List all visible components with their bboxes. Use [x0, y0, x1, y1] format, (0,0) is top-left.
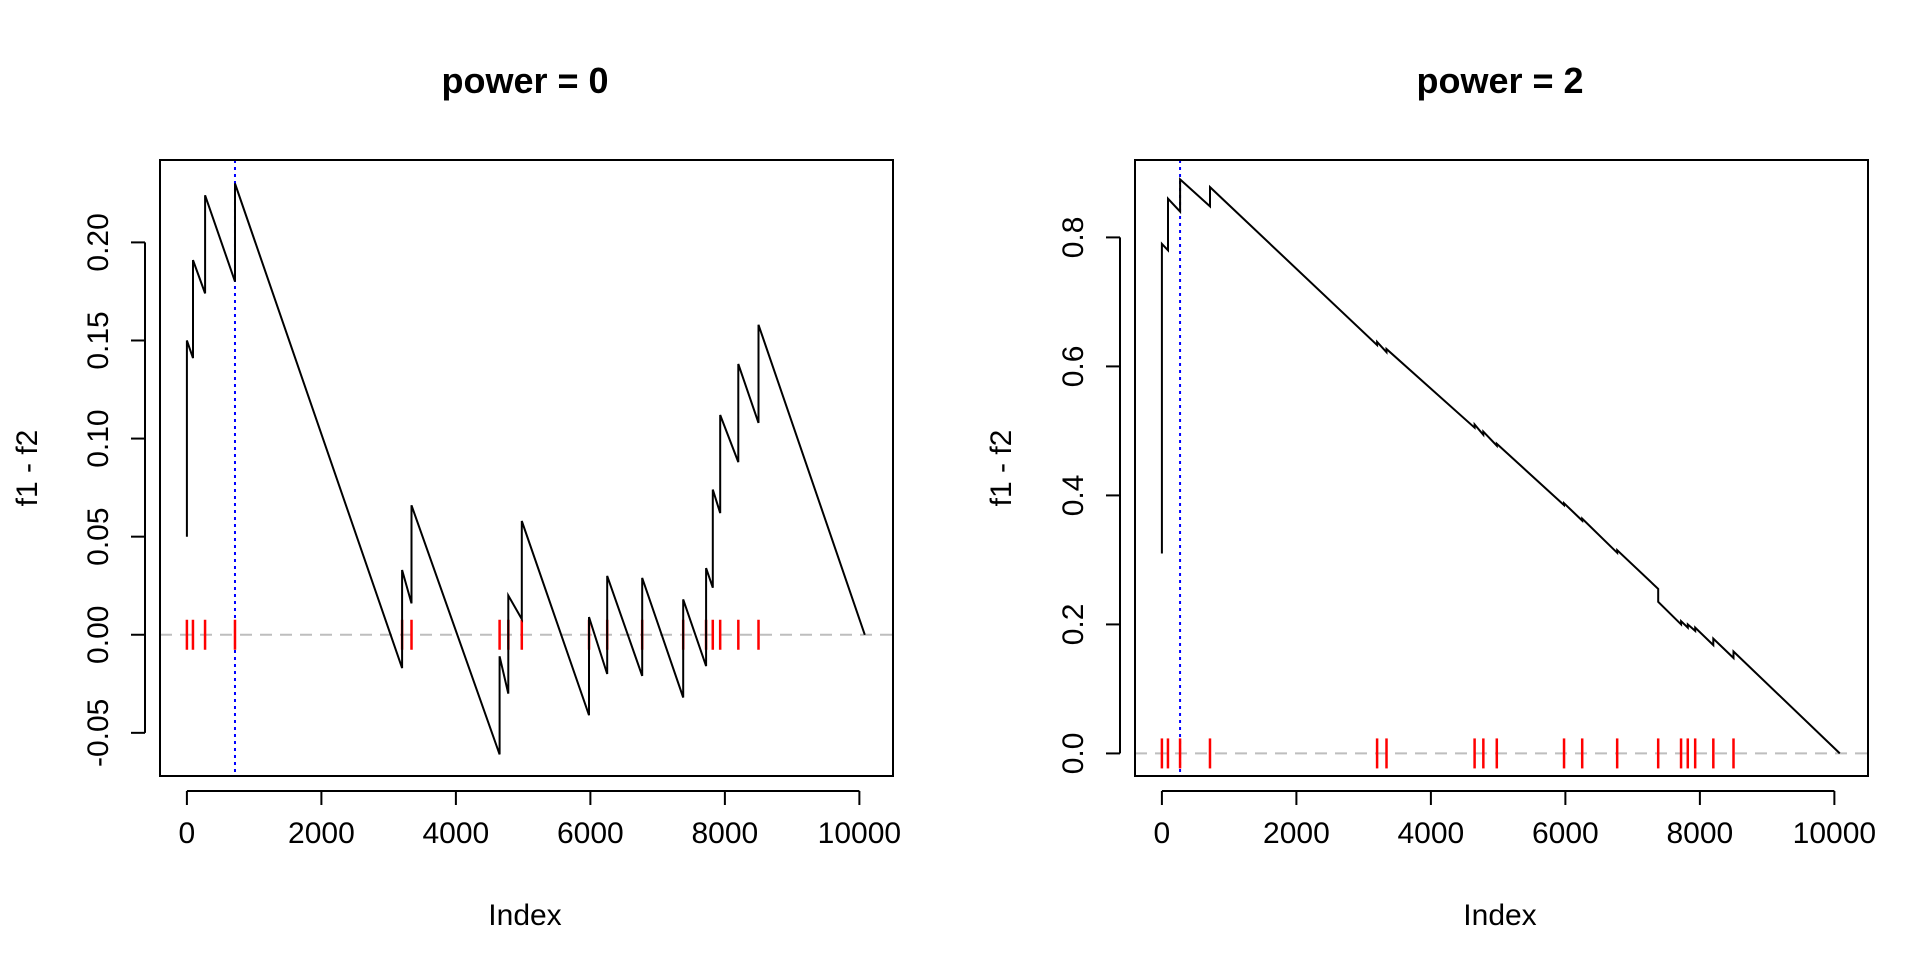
y-axis-label: f1 - f2 [11, 430, 44, 507]
x-tick-label: 2000 [1263, 817, 1330, 850]
panel-power-0: power = 0 Index f1 - f2 0 2000 4000 6000 800… [11, 60, 901, 932]
series-line [185, 183, 866, 755]
y-tick-label: 0.0 [1057, 733, 1090, 775]
plot-frame [1134, 159, 1869, 777]
x-tick-label: 2000 [288, 817, 355, 850]
y-tick-label: 0.10 [82, 409, 115, 467]
y-tick-label: 0.05 [82, 507, 115, 565]
y-tick-label: 0.4 [1057, 475, 1090, 517]
series-line [1160, 177, 1841, 755]
x-tick-label: 0 [179, 817, 196, 850]
x-tick-label: 6000 [557, 817, 624, 850]
y-tick-label: 0.8 [1057, 217, 1090, 259]
y-tick-label: 0.6 [1057, 346, 1090, 388]
x-axis-label: Index [488, 899, 561, 932]
x-tick-label: 8000 [692, 817, 759, 850]
y-tick-label: 0.00 [82, 606, 115, 664]
panel-power-2: power = 2 Index f1 - f2 0 2000 4000 6000 800… [985, 60, 1876, 932]
x-tick-label: 10000 [1793, 817, 1876, 850]
x-tick-label: 0 [1154, 817, 1171, 850]
plot-area: 0 2000 4000 6000 8000 10000 0.0 0.2 0.4 0.6 0.8 [1057, 159, 1876, 850]
plot-frame [159, 159, 894, 777]
y-tick-label: 0.20 [82, 213, 115, 271]
y-tick-label: 0.2 [1057, 604, 1090, 646]
y-tick-label: 0.15 [82, 311, 115, 369]
y-axis-label: f1 - f2 [985, 430, 1018, 507]
chart-title: power = 2 [1416, 60, 1583, 101]
y-tick-label: -0.05 [82, 699, 115, 767]
x-tick-label: 8000 [1667, 817, 1734, 850]
x-tick-label: 10000 [818, 817, 901, 850]
plot-area: 0 2000 4000 6000 8000 10000 -0.05 0.00 0.05 0.10 0… [82, 159, 901, 850]
x-tick-label: 4000 [1398, 817, 1465, 850]
x-tick-label: 6000 [1532, 817, 1599, 850]
x-tick-label: 4000 [423, 817, 490, 850]
x-axis-label: Index [1463, 899, 1536, 932]
chart-title: power = 0 [441, 60, 608, 101]
